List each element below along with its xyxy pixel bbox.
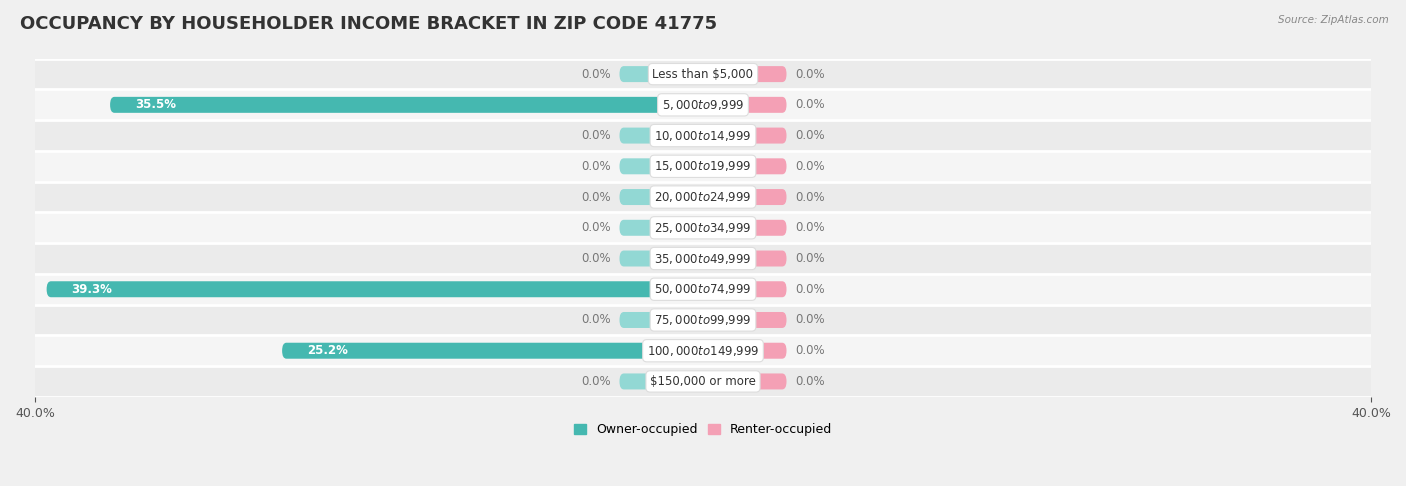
- FancyBboxPatch shape: [620, 66, 703, 82]
- FancyBboxPatch shape: [703, 97, 786, 113]
- FancyBboxPatch shape: [110, 97, 703, 113]
- Text: 39.3%: 39.3%: [72, 283, 112, 296]
- Bar: [35, 305, 1371, 335]
- FancyBboxPatch shape: [620, 189, 703, 205]
- Text: $50,000 to $74,999: $50,000 to $74,999: [654, 282, 752, 296]
- Bar: [35, 366, 1371, 397]
- Text: 0.0%: 0.0%: [582, 68, 612, 81]
- FancyBboxPatch shape: [703, 158, 786, 174]
- Text: 0.0%: 0.0%: [794, 313, 824, 327]
- Text: $25,000 to $34,999: $25,000 to $34,999: [654, 221, 752, 235]
- Text: 0.0%: 0.0%: [794, 191, 824, 204]
- Bar: [35, 151, 1371, 182]
- Text: 0.0%: 0.0%: [582, 252, 612, 265]
- FancyBboxPatch shape: [620, 373, 703, 389]
- Text: 0.0%: 0.0%: [582, 160, 612, 173]
- Text: 25.2%: 25.2%: [307, 344, 349, 357]
- Text: 0.0%: 0.0%: [794, 283, 824, 296]
- Text: 0.0%: 0.0%: [794, 68, 824, 81]
- Bar: [35, 120, 1371, 151]
- FancyBboxPatch shape: [283, 343, 703, 359]
- FancyBboxPatch shape: [703, 373, 786, 389]
- Text: $75,000 to $99,999: $75,000 to $99,999: [654, 313, 752, 327]
- FancyBboxPatch shape: [620, 220, 703, 236]
- FancyBboxPatch shape: [703, 220, 786, 236]
- FancyBboxPatch shape: [703, 250, 786, 266]
- Bar: [35, 182, 1371, 212]
- FancyBboxPatch shape: [620, 250, 703, 266]
- Text: 0.0%: 0.0%: [794, 129, 824, 142]
- Text: Source: ZipAtlas.com: Source: ZipAtlas.com: [1278, 15, 1389, 25]
- Text: 0.0%: 0.0%: [582, 313, 612, 327]
- Text: $20,000 to $24,999: $20,000 to $24,999: [654, 190, 752, 204]
- FancyBboxPatch shape: [703, 189, 786, 205]
- Bar: [35, 243, 1371, 274]
- Text: $35,000 to $49,999: $35,000 to $49,999: [654, 252, 752, 265]
- Text: 0.0%: 0.0%: [582, 375, 612, 388]
- Text: 35.5%: 35.5%: [135, 98, 176, 111]
- Text: $15,000 to $19,999: $15,000 to $19,999: [654, 159, 752, 174]
- FancyBboxPatch shape: [620, 312, 703, 328]
- Bar: [35, 59, 1371, 89]
- Text: $5,000 to $9,999: $5,000 to $9,999: [662, 98, 744, 112]
- Text: 0.0%: 0.0%: [582, 129, 612, 142]
- FancyBboxPatch shape: [620, 128, 703, 143]
- FancyBboxPatch shape: [620, 158, 703, 174]
- FancyBboxPatch shape: [703, 312, 786, 328]
- Text: $150,000 or more: $150,000 or more: [650, 375, 756, 388]
- Legend: Owner-occupied, Renter-occupied: Owner-occupied, Renter-occupied: [568, 418, 838, 441]
- Bar: [35, 89, 1371, 120]
- Text: $100,000 to $149,999: $100,000 to $149,999: [647, 344, 759, 358]
- FancyBboxPatch shape: [703, 128, 786, 143]
- FancyBboxPatch shape: [703, 66, 786, 82]
- Text: OCCUPANCY BY HOUSEHOLDER INCOME BRACKET IN ZIP CODE 41775: OCCUPANCY BY HOUSEHOLDER INCOME BRACKET …: [20, 15, 717, 33]
- Text: $10,000 to $14,999: $10,000 to $14,999: [654, 129, 752, 142]
- FancyBboxPatch shape: [46, 281, 703, 297]
- Text: 0.0%: 0.0%: [794, 344, 824, 357]
- Text: 0.0%: 0.0%: [794, 160, 824, 173]
- Text: 0.0%: 0.0%: [794, 375, 824, 388]
- Text: 0.0%: 0.0%: [794, 252, 824, 265]
- Text: Less than $5,000: Less than $5,000: [652, 68, 754, 81]
- Text: 0.0%: 0.0%: [794, 98, 824, 111]
- FancyBboxPatch shape: [703, 281, 786, 297]
- FancyBboxPatch shape: [703, 343, 786, 359]
- Text: 0.0%: 0.0%: [794, 221, 824, 234]
- Bar: [35, 212, 1371, 243]
- Bar: [35, 335, 1371, 366]
- Bar: [35, 274, 1371, 305]
- Text: 0.0%: 0.0%: [582, 221, 612, 234]
- Text: 0.0%: 0.0%: [582, 191, 612, 204]
